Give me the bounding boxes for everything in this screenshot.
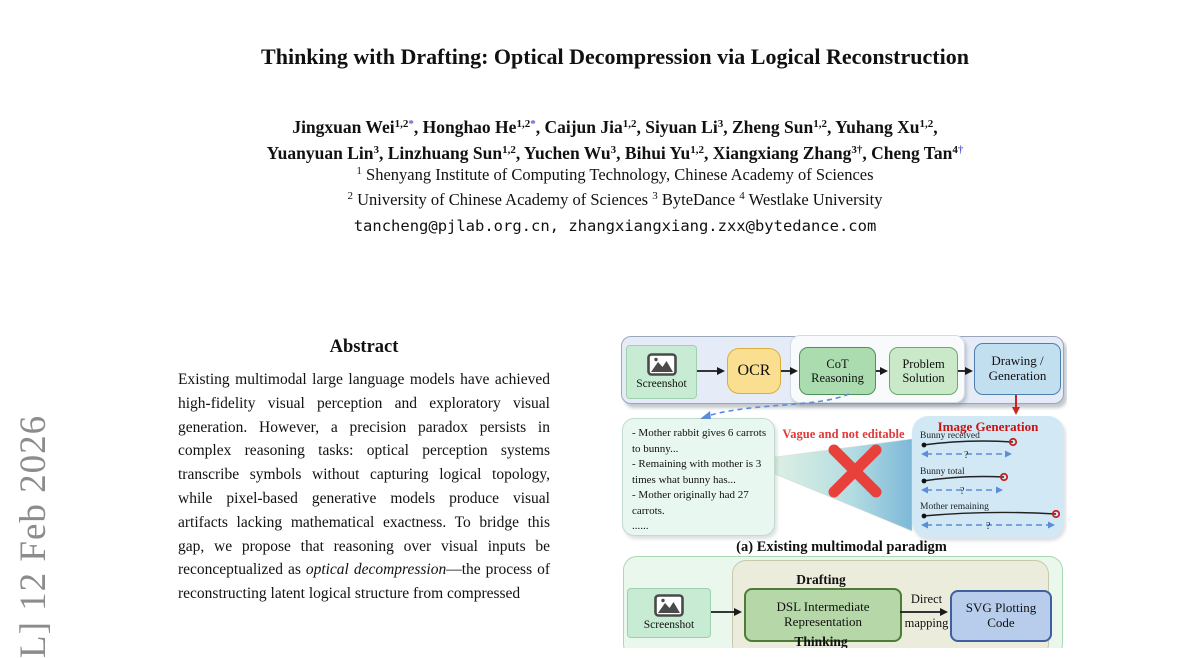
drafting-label: Drafting <box>796 572 846 587</box>
affiliation-line-2: 2 University of Chinese Academy of Scien… <box>347 190 883 209</box>
ocr-note-box: - Mother rabbit gives 6 carrots to bunny… <box>622 418 775 536</box>
arxiv-banner: L] 12 Feb 2026 <box>13 414 54 658</box>
problem-solution-node: Problem Solution <box>889 347 958 395</box>
author: Caijun Jia1,2, <box>544 117 646 137</box>
author: Zheng Sun1,2, <box>731 117 836 137</box>
abstract-text: Existing multimodal large language model… <box>178 371 550 603</box>
svg-plotting-code-node: SVG Plotting Code <box>950 590 1052 642</box>
note-line: carrots. <box>632 504 665 517</box>
contact-emails: tancheng@pjlab.org.cn, zhangxiangxiang.z… <box>353 217 877 235</box>
author: Siyuan Li3, <box>645 117 732 137</box>
author: Honghao He1,2*, <box>422 117 545 137</box>
thinking-label: Thinking <box>794 634 848 648</box>
direct-mapping-label: mapping <box>904 616 949 630</box>
author: Yuanyuan Lin3, <box>266 143 388 163</box>
screenshot-node-a: Screenshot <box>626 345 697 399</box>
gradient-beam <box>774 438 913 532</box>
image-gen-item-label: Bunny received <box>920 431 980 441</box>
image-generation-title: Image Generation <box>937 419 1039 434</box>
emphasis-optical-decompression: opti­cal decompression <box>305 561 447 579</box>
red-generation-arrowhead <box>1012 407 1020 415</box>
note-line: ...... <box>632 520 649 532</box>
author: Xiangxiang Zhang3†, <box>712 143 872 163</box>
author: Cheng Tan4† <box>871 143 964 163</box>
note-line: - Remaining with mother is 3 <box>632 458 762 470</box>
image-gen-item-label: Mother remaining <box>920 502 989 512</box>
author: Linzhuang Sun1,2, <box>387 143 524 163</box>
note-line: - Mother originally had 27 <box>632 489 749 501</box>
screenshot-node-b: Screenshot <box>627 588 711 638</box>
vague-annotation: Vague and not editable <box>782 427 905 441</box>
abstract-heading: Abstract <box>329 337 399 357</box>
author: Jingxuan Wei1,2*, <box>292 117 423 137</box>
dsl-representation-node: DSL Intermediate Representation <box>744 588 902 642</box>
image-icon <box>654 594 684 617</box>
figure-1: Screenshot OCR CoT Reasoning Problem Solut… <box>621 334 1067 648</box>
cot-reasoning-node: CoT Reasoning <box>799 347 876 395</box>
affiliation-line-1: 1 Shenyang Institute of Computing Techno… <box>356 165 874 184</box>
image-icon <box>646 353 677 376</box>
author: Yuchen Wu3, <box>523 143 625 163</box>
note-line: times what bunny has... <box>632 473 736 486</box>
red-x-icon <box>828 444 882 498</box>
paper-title: Thinking with Drafting: Optical Decompre… <box>261 44 969 69</box>
ocr-node: OCR <box>727 348 781 394</box>
direct-mapping-label: Direct <box>910 592 943 606</box>
screenshot-label: Screenshot <box>643 618 695 631</box>
note-line: to bunny... <box>632 442 679 455</box>
screenshot-label: Screenshot <box>636 377 687 390</box>
image-gen-item-label: Bunny total <box>920 467 965 477</box>
note-line: - Mother rabbit gives 6 carrots <box>632 427 767 439</box>
authors-line-2: Yuanyuan Lin3, Linzhuang Sun1,2, Yuchen … <box>30 138 1200 166</box>
figure-a-caption: (a) Existing multimodal paradigm <box>736 539 947 555</box>
drawing-generation-node: Drawing / Generation <box>974 343 1061 395</box>
author: Yuhang Xu1,2, <box>835 117 938 137</box>
authors-line-1: Jingxuan Wei1,2*, Honghao He1,2*, Caijun… <box>30 112 1200 140</box>
author: Bihui Yu1,2, <box>624 143 713 163</box>
